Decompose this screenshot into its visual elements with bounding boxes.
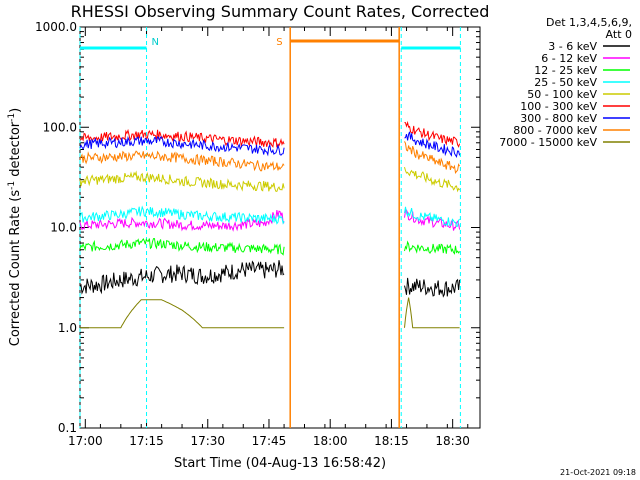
legend-label: 50 - 100 keV — [527, 88, 597, 101]
series-line — [404, 240, 461, 255]
y-tick-label: 0.1 — [58, 421, 77, 435]
series-line — [404, 209, 461, 231]
x-tick-label: 17:45 — [252, 434, 287, 448]
series-line — [404, 206, 460, 227]
x-tick-label: 17:30 — [190, 434, 225, 448]
series-line — [404, 277, 461, 298]
series-line — [404, 120, 461, 148]
legend-header-1: Det 1,3,4,5,6,9, — [546, 16, 632, 29]
series-line — [79, 135, 285, 157]
series-line — [79, 238, 285, 256]
plot-frame — [79, 26, 481, 429]
series-line — [79, 210, 285, 232]
x-tick-label: 18:30 — [435, 434, 470, 448]
y-axis-label: Corrected Count Rate (s-1 detector-1) — [7, 108, 23, 346]
footer-timestamp: 21-Oct-2021 09:18 — [560, 468, 636, 477]
flag-annotation-night: N — [152, 37, 159, 48]
series-line — [404, 297, 460, 329]
series-line — [404, 131, 461, 159]
legend-label: 12 - 25 keV — [534, 64, 597, 77]
series-line — [404, 141, 461, 175]
x-tick-label: 18:15 — [374, 434, 409, 448]
legend-label: 25 - 50 keV — [534, 76, 597, 89]
legend-label: 6 - 12 keV — [541, 52, 597, 65]
series-line — [80, 299, 285, 329]
legend-label: 100 - 300 keV — [520, 100, 597, 113]
y-tick-label: 1.0 — [58, 321, 77, 335]
series-line — [79, 170, 285, 192]
legend-label: 3 - 6 keV — [548, 40, 597, 53]
y-tick-label: 10.0 — [50, 221, 77, 235]
series-line — [79, 128, 285, 148]
series-line — [79, 205, 285, 225]
legend-label: 800 - 7000 keV — [513, 124, 597, 137]
legend-header-2: Att 0 — [606, 28, 632, 41]
x-tick-label: 18:00 — [313, 434, 348, 448]
y-tick-label: 100.0 — [43, 120, 77, 134]
chart-title: RHESSI Observing Summary Count Rates, Co… — [71, 2, 490, 21]
series-line — [79, 150, 285, 172]
flag-annotation-saa: S — [276, 37, 282, 48]
legend-label: 300 - 800 keV — [520, 112, 597, 125]
legend-label: 7000 - 15000 keV — [499, 136, 597, 149]
series-line — [404, 166, 461, 193]
x-tick-label: 17:00 — [68, 434, 103, 448]
x-axis-label: Start Time (04-Aug-13 16:58:42) — [174, 456, 386, 471]
plot-area: 0.1 1.0 10.0 100.0 1000.0 17:00 17:15 17:30 17:4… — [35, 20, 481, 448]
x-tick-label: 17:15 — [129, 434, 164, 448]
series-line — [79, 260, 285, 295]
y-tick-label: 1000.0 — [35, 20, 77, 34]
